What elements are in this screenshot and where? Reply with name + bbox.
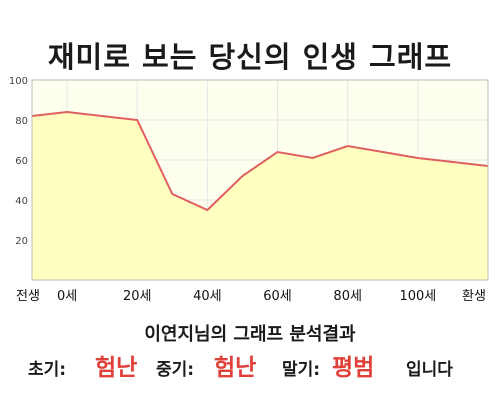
- mid-label: 중기:: [156, 360, 195, 380]
- y-tick-label: 40: [15, 196, 28, 207]
- analysis-result: 초기: 험난 중기: 험난 말기: 평범 입니다: [0, 343, 500, 383]
- y-tick-label: 80: [15, 116, 28, 127]
- plot-frame: [31, 79, 489, 281]
- x-tick-label: 40세: [193, 289, 222, 304]
- early-value: 험난: [95, 355, 138, 381]
- x-tick-label: 60세: [263, 289, 292, 304]
- life-area-fill: [32, 112, 488, 280]
- y-tick-label: 100: [9, 76, 28, 87]
- ending-text: 입니다: [406, 360, 453, 380]
- x-axis-ticks: 전생 0세 20세 40세 60세 80세 100세 환생: [16, 289, 486, 304]
- mid-value: 험난: [214, 355, 257, 381]
- x-tick-label: 20세: [123, 289, 152, 304]
- page-title: 재미로 보는 당신의 인생 그래프: [47, 40, 453, 74]
- x-tick-label: 100세: [399, 289, 436, 304]
- y-tick-label: 60: [15, 156, 28, 167]
- x-tick-label: 환생: [462, 289, 486, 304]
- x-tick-label: 0세: [57, 289, 77, 304]
- x-tick-label: 전생: [16, 289, 40, 304]
- early-label: 초기:: [28, 360, 67, 380]
- y-axis-ticks: 20 40 60 80 100: [9, 76, 28, 247]
- life-line-series: [31, 110, 489, 212]
- analysis-subtitle: 이연지님의 그래프 분석결과: [144, 324, 356, 345]
- late-label: 말기:: [282, 360, 321, 380]
- late-value: 평범: [332, 355, 375, 381]
- y-tick-label: 20: [15, 236, 28, 247]
- x-tick-label: 80세: [333, 289, 362, 304]
